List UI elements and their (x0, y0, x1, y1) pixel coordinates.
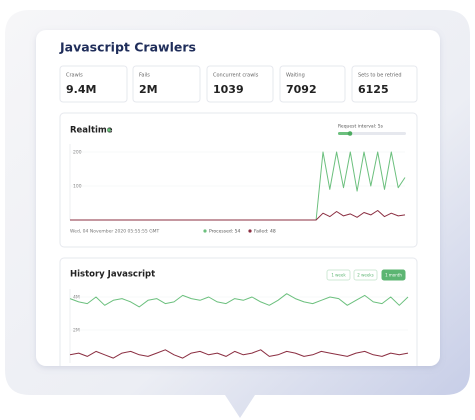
stat-value: 6125 (358, 83, 389, 96)
panel-title: Realtime (70, 126, 113, 136)
stat-box (206, 65, 274, 103)
range-button-label[interactable]: 2 weeks (357, 273, 373, 278)
live-dot (107, 128, 111, 132)
range-button[interactable] (326, 269, 351, 281)
interval-slider-fill[interactable] (338, 132, 350, 135)
y-tick-label: 100 (73, 184, 82, 190)
data-line (69, 349, 409, 359)
stat-value: 9.4M (66, 83, 96, 96)
y-tick-label: 200 (73, 150, 82, 156)
interval-slider-track[interactable] (338, 132, 406, 135)
stat-box (132, 65, 201, 103)
stat-box (59, 65, 128, 103)
y-tick-label: 4M (73, 295, 80, 301)
range-button-label[interactable]: 1 month (385, 273, 402, 278)
stat-label: Waiting (286, 73, 305, 79)
interval-label: Request interval: 5s (338, 124, 384, 130)
stat-label: Crawls (66, 73, 83, 79)
legend-swatch (203, 229, 207, 233)
stat-box (351, 65, 418, 103)
legend-label: Failed: 48 (254, 229, 276, 235)
data-line (69, 293, 409, 308)
stat-value: 1039 (213, 83, 244, 96)
panel-title: History Javascript (70, 270, 155, 280)
panel (59, 112, 418, 248)
stat-label: Fails (139, 73, 150, 79)
card-content: Javascript Crawlers Crawls 9.4M Fails 2M Con… (59, 40, 418, 366)
data-line (70, 210, 406, 221)
stat-box (279, 65, 346, 103)
stat-value: 7092 (286, 83, 317, 96)
legend-swatch (248, 229, 252, 233)
legend-label: Processed: 54 (209, 229, 241, 235)
y-tick-label: 2M (73, 328, 80, 334)
page-title: Javascript Crawlers (59, 40, 196, 55)
panel (59, 257, 418, 366)
range-button[interactable] (353, 269, 378, 281)
range-button-label[interactable]: 1 week (331, 273, 346, 278)
stat-value: 2M (139, 83, 158, 96)
interval-slider-handle[interactable] (347, 131, 353, 136)
stat-label: Sets to be retried (358, 73, 402, 79)
stat-label: Concurrent crawls (213, 73, 259, 79)
range-button[interactable] (381, 269, 406, 281)
timestamp: Wed, 04 November 2020 05:55:55 GMT (70, 229, 160, 235)
